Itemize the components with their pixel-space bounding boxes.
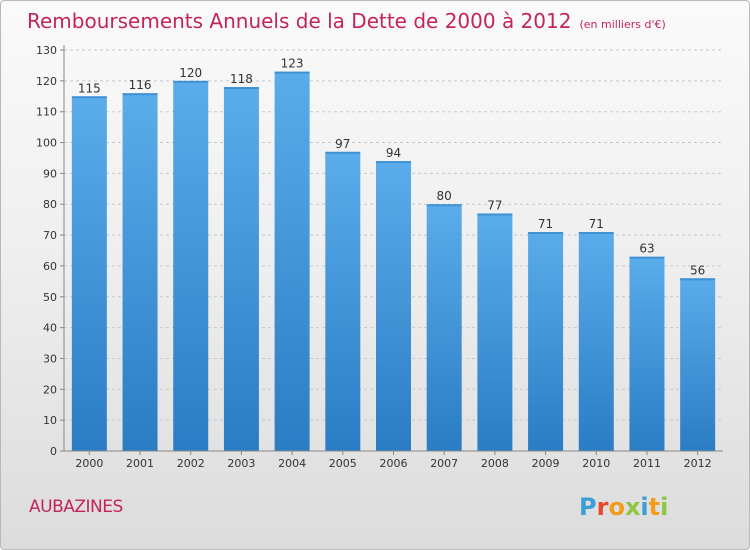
bar-top-edge (528, 231, 564, 234)
bar-value-label: 71 (538, 217, 553, 231)
chart-title-text: Remboursements Annuels de la Dette de 20… (27, 9, 572, 33)
logo-letter: r (596, 493, 609, 521)
y-tick-label: 70 (43, 229, 57, 242)
chart-unit-text: (en milliers d'€) (579, 18, 666, 31)
bar-top-edge (223, 87, 259, 90)
bar (71, 96, 107, 452)
logo-letter: i (660, 493, 669, 521)
x-tick-label: 2000 (75, 457, 103, 470)
bar (173, 80, 209, 451)
bar (274, 71, 310, 451)
bar (578, 231, 614, 451)
bar-value-label: 118 (230, 72, 253, 86)
y-tick-label: 120 (36, 75, 57, 88)
bar-top-edge (629, 256, 665, 259)
y-tick-label: 30 (43, 352, 57, 365)
bar (376, 161, 411, 452)
bar (122, 93, 158, 451)
x-tick-label: 2011 (633, 457, 661, 470)
bar-value-label: 94 (386, 146, 401, 160)
bar (325, 151, 361, 452)
bar-value-label: 80 (437, 189, 452, 203)
town-name: AUBAZINES (29, 497, 123, 517)
x-tick-label: 2003 (227, 457, 255, 470)
bar-top-edge (173, 80, 209, 83)
bar (680, 278, 716, 451)
y-tick-label: 110 (36, 106, 57, 119)
bar-value-label: 115 (78, 81, 101, 95)
x-tick-label: 2001 (126, 457, 154, 470)
x-tick-label: 2002 (177, 457, 205, 470)
bar-top-edge (122, 93, 158, 96)
bar-top-edge (325, 151, 361, 154)
logo-letter: x (624, 493, 641, 521)
x-tick-label: 2005 (329, 457, 357, 470)
bar-top-edge (274, 71, 310, 74)
bar (426, 204, 462, 451)
bar-value-label: 77 (487, 198, 502, 212)
y-tick-label: 50 (43, 291, 57, 304)
x-tick-label: 2009 (532, 457, 560, 470)
bar-top-edge (376, 161, 411, 164)
bar-top-edge (71, 96, 107, 99)
bar (528, 231, 564, 451)
bar-top-edge (477, 213, 513, 216)
bar-top-edge (426, 204, 462, 207)
logo-letter: t (648, 493, 661, 521)
x-tick-label: 2007 (430, 457, 458, 470)
bar (223, 87, 259, 451)
y-tick-label: 0 (50, 445, 57, 458)
bar (629, 256, 665, 451)
x-tick-label: 2004 (278, 457, 306, 470)
y-tick-label: 40 (43, 322, 57, 335)
logo-letter: o (608, 493, 625, 521)
y-tick-label: 10 (43, 414, 57, 427)
x-tick-label: 2010 (582, 457, 610, 470)
x-tick-label: 2008 (481, 457, 509, 470)
y-tick-label: 100 (36, 137, 57, 150)
bar (477, 213, 513, 451)
y-tick-label: 80 (43, 198, 57, 211)
y-tick-label: 90 (43, 167, 57, 180)
x-tick-label: 2012 (684, 457, 712, 470)
bar-value-label: 71 (589, 217, 604, 231)
logo-letter: i (640, 493, 649, 521)
y-tick-label: 20 (43, 383, 57, 396)
chart-title: Remboursements Annuels de la Dette de 20… (27, 9, 666, 33)
bar-top-edge (578, 231, 614, 234)
bar-top-edge (680, 278, 716, 281)
bar-value-label: 56 (690, 263, 705, 277)
bar-value-label: 120 (179, 66, 202, 80)
bar-value-label: 63 (639, 242, 654, 256)
y-tick-label: 60 (43, 260, 57, 273)
proxiti-logo: Proxiti (579, 493, 668, 521)
logo-letter: P (579, 493, 597, 521)
x-tick-label: 2006 (380, 457, 408, 470)
bar-value-label: 123 (281, 57, 304, 71)
bar-value-label: 97 (335, 137, 350, 151)
bar-value-label: 116 (129, 78, 152, 92)
y-tick-label: 130 (36, 44, 57, 57)
